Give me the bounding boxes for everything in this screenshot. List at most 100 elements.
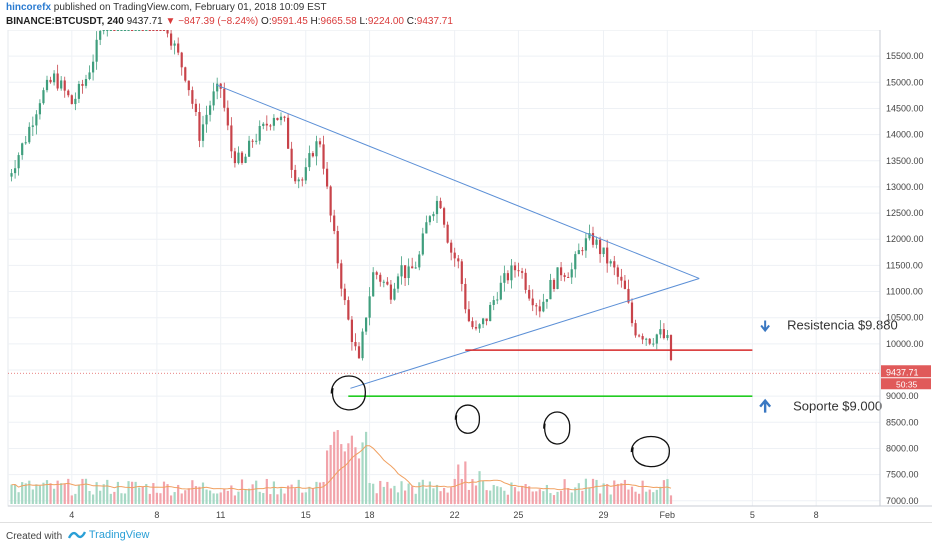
volume-bar <box>223 488 226 504</box>
volume-bar <box>389 488 393 504</box>
volume-bar <box>333 431 336 504</box>
volume-bar <box>56 480 59 504</box>
volume-bar <box>588 487 591 504</box>
candle-body <box>354 341 357 347</box>
candle-body <box>49 79 52 83</box>
candle-body <box>297 179 300 182</box>
candle-body <box>70 95 73 105</box>
volume-bar <box>148 493 151 504</box>
volume-bar <box>634 491 637 504</box>
volume-bar <box>240 479 244 504</box>
volume-bar <box>581 490 584 504</box>
candle-body <box>669 335 673 360</box>
volume-bar <box>226 490 229 504</box>
candle-body <box>31 125 34 127</box>
volume-bar <box>623 479 627 504</box>
volume-bar <box>354 447 357 504</box>
volume-bar <box>216 493 219 504</box>
volume-moving-average <box>11 445 672 491</box>
candle-body <box>84 79 88 86</box>
candle-body <box>478 324 481 329</box>
open-label: O: <box>261 16 272 27</box>
volume-ma-line <box>11 445 672 491</box>
volume-bar <box>655 489 658 504</box>
candle-body <box>577 250 580 255</box>
candle-body <box>556 267 559 289</box>
candle-body <box>492 300 495 305</box>
candle-body <box>240 152 244 163</box>
candle-body <box>563 275 566 277</box>
chart-area[interactable]: Resistencia $9.880 Soporte $9.000 7000.00… <box>0 30 932 522</box>
candle-body <box>166 30 169 34</box>
candle-body <box>237 152 240 164</box>
candle-body <box>389 284 393 300</box>
candle-body <box>276 117 279 121</box>
candle-body <box>304 167 307 181</box>
volume-bar <box>152 483 155 504</box>
candle-body <box>212 91 215 106</box>
candle-body <box>191 90 194 104</box>
candle-body <box>499 282 502 300</box>
volume-bar <box>42 482 45 504</box>
candle-body <box>10 173 13 177</box>
volume-bar <box>503 490 506 504</box>
candle-body <box>574 254 577 270</box>
candle-body <box>403 265 407 279</box>
candle-body <box>655 334 658 344</box>
change-arrow: ▼ <box>165 16 176 27</box>
volume-bar <box>428 481 432 504</box>
volume-bar <box>627 489 630 504</box>
volume-bar <box>127 481 130 504</box>
candle-body <box>411 266 414 269</box>
volume-bar <box>414 493 417 504</box>
candle-body <box>503 273 506 283</box>
candle-body <box>598 239 602 255</box>
candle-body <box>99 31 102 40</box>
volume-bar <box>375 493 378 504</box>
volume-bar <box>134 481 137 504</box>
candle-body <box>67 90 70 96</box>
price-chart[interactable]: Resistencia $9.880 Soporte $9.000 7000.00… <box>0 30 932 522</box>
volume-bar <box>201 482 205 504</box>
candle-body <box>347 300 350 320</box>
candle-body <box>662 329 666 339</box>
candle-body <box>315 141 318 157</box>
volume-bar <box>311 488 315 504</box>
author-link[interactable]: hincorefx <box>6 2 52 13</box>
up-arrow-icon <box>759 398 772 413</box>
volume-bar <box>545 484 549 504</box>
volume-bar <box>81 478 84 504</box>
volume-bar <box>272 481 276 504</box>
volume-bar <box>630 486 634 504</box>
volume-bar <box>616 483 619 504</box>
time-axis[interactable]: 4 8 11 15 18 22 25 29 Feb 5 8 <box>8 505 932 520</box>
candle-body <box>485 318 488 322</box>
candle-body <box>652 343 655 345</box>
volume-bar <box>49 483 52 504</box>
candle-body <box>77 83 81 99</box>
volume-bar <box>194 486 198 504</box>
candle-body <box>13 168 17 174</box>
candle-body <box>325 168 329 187</box>
candle-body <box>460 261 463 284</box>
price-axis[interactable]: 7000.007500.008000.008500.009000.009500.… <box>879 30 931 506</box>
volume-bar <box>549 493 552 504</box>
candle-body <box>113 30 116 31</box>
volume-bar <box>230 485 233 504</box>
candle-body <box>531 298 534 306</box>
price-tick-label: 15000.00 <box>886 77 924 87</box>
candle-body <box>400 265 403 277</box>
volume-bar <box>99 490 102 504</box>
volume-bar <box>318 482 322 504</box>
publish-info: hincorefx published on TradingView.com, … <box>6 2 327 13</box>
volume-bar <box>88 491 91 504</box>
candle-body <box>311 153 315 157</box>
volume-bar <box>637 493 641 504</box>
candle-body <box>120 30 123 31</box>
candle-body <box>28 126 31 143</box>
candle-body <box>333 215 336 232</box>
volume-bar <box>106 479 109 504</box>
tradingview-logo[interactable]: TradingView <box>68 529 149 541</box>
candle-body <box>102 30 105 32</box>
time-tick-label: 25 <box>513 510 523 520</box>
